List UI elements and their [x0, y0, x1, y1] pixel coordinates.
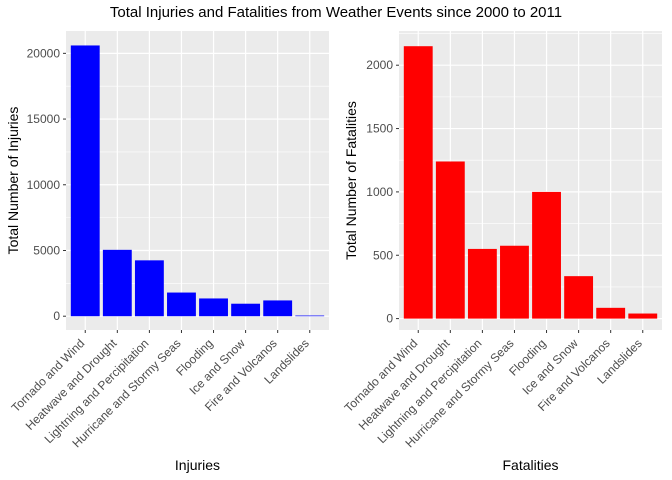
bar-4 [167, 292, 196, 317]
bar-8 [628, 313, 658, 319]
y-tick-label: 20000 [27, 46, 61, 60]
bar-1 [70, 45, 100, 317]
y-tick-label: 5000 [33, 243, 60, 257]
x-axis-title: Injuries [175, 457, 220, 473]
bar-3 [467, 248, 497, 319]
chart-title: Total Injuries and Fatalities from Weath… [109, 4, 563, 21]
y-axis-title: Total Number of Injuries [5, 107, 21, 255]
y-tick-label: 2000 [366, 58, 393, 72]
bar-2 [435, 161, 465, 319]
y-tick-label: 10000 [27, 178, 61, 192]
bar-5 [199, 298, 228, 317]
y-axis-title: Total Number of Fatalities [343, 101, 359, 260]
bar-6 [564, 276, 594, 319]
bar-2 [102, 249, 132, 317]
bar-7 [596, 307, 626, 319]
bar-5 [532, 191, 561, 319]
bar-7 [263, 300, 293, 317]
y-tick-label: 500 [373, 248, 393, 262]
y-tick-label: 0 [386, 312, 393, 326]
y-tick-label: 1500 [366, 122, 393, 136]
bar-4 [500, 245, 529, 319]
x-axis-title: Fatalities [502, 457, 558, 473]
bar-1 [403, 46, 433, 319]
y-tick-label: 15000 [27, 112, 61, 126]
bar-8 [295, 315, 325, 317]
bar-6 [231, 303, 261, 317]
y-tick-label: 1000 [366, 185, 393, 199]
bar-3 [134, 260, 164, 317]
y-tick-label: 0 [53, 309, 60, 323]
